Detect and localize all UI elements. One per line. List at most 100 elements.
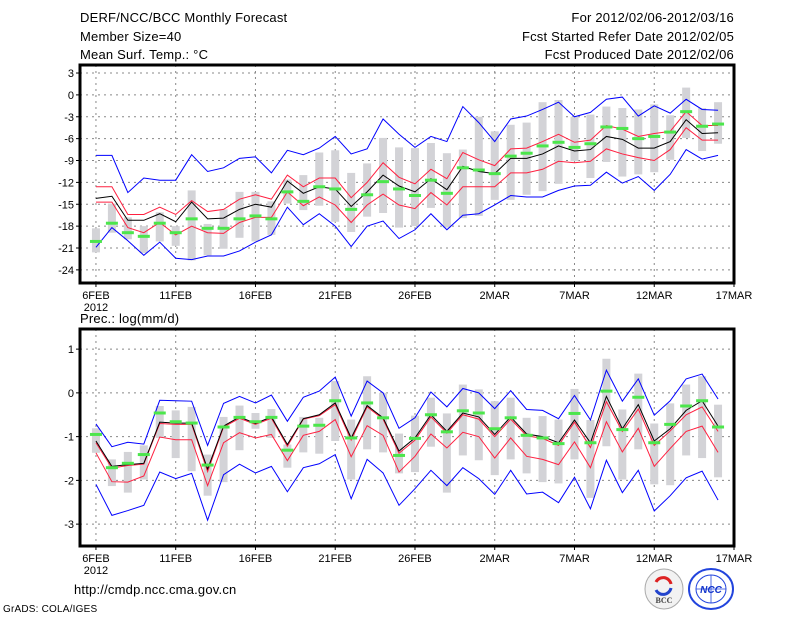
series-min-line [95, 148, 719, 261]
ensemble-box [123, 217, 132, 240]
y-tick-label: -6 [64, 134, 74, 146]
obs-marker [313, 185, 326, 189]
obs-marker [600, 389, 613, 393]
obs-marker [249, 420, 262, 424]
obs-marker [249, 214, 262, 218]
ensemble-box [107, 203, 116, 233]
obs-marker [456, 166, 469, 170]
obs-marker [233, 217, 246, 221]
obs-marker [105, 221, 118, 225]
obs-marker [504, 416, 517, 420]
obs-marker [568, 411, 581, 415]
bcc-logo: BCC [644, 568, 684, 610]
ensemble-box [171, 410, 180, 459]
ensemble-box [203, 454, 212, 496]
member-size: Member Size=40 [80, 29, 182, 44]
obs-marker [361, 193, 374, 197]
y-tick-label: -18 [58, 221, 74, 233]
ensemble-box [474, 389, 483, 461]
chart-temperature: 3 0 -3 -6 -9 -12 -15 -18 -21 -24 6FEB 11FEB 16FEB 21F… [58, 63, 753, 314]
start-date: Fcst Started Refer Date 2012/02/05 [521, 29, 734, 44]
y-tick-label: 3 [68, 68, 74, 80]
ensemble-box [187, 190, 196, 261]
x-tick-label: 26FEB [398, 553, 432, 565]
x-tick-label: 6FEB [82, 290, 110, 302]
ensemble-box [107, 459, 116, 487]
series-max-line [95, 96, 719, 194]
obs-marker [696, 124, 709, 128]
obs-marker [377, 416, 390, 420]
series-mean-line [95, 395, 719, 471]
y-tick-label: 0 [68, 90, 74, 102]
obs-marker [696, 399, 709, 403]
ensemble-box [634, 109, 643, 175]
chart-precipitation: 1 0 -1 -2 -3 6FEB 11FEB 16FEB 21FEB 26FEB 2MAR 7MAR… [64, 327, 753, 577]
ensemble-box [666, 115, 675, 160]
series-mean-line [95, 118, 719, 223]
ensemble-box [570, 116, 579, 162]
ensemble-box [426, 143, 435, 208]
series-min-line [95, 453, 719, 522]
obs-marker [329, 399, 342, 403]
ensemble-box [442, 413, 451, 493]
ensemble-box [187, 406, 196, 472]
ensemble-box [299, 175, 308, 211]
obs-marker [408, 436, 421, 440]
ensemble-box [618, 409, 627, 480]
ensemble-box [315, 417, 324, 454]
ensemble-box [698, 108, 707, 152]
obs-marker [169, 231, 182, 235]
y-tick-label: -1 [64, 432, 74, 444]
ensemble-box [714, 404, 723, 478]
obs-marker [345, 436, 358, 440]
grads-credit: GrADS: COLA/IGES [3, 604, 98, 615]
x-tick-label: 17MAR [716, 553, 753, 565]
variable-label: Mean Surf. Temp.: °C [80, 47, 209, 62]
ensemble-box [267, 409, 276, 438]
x-tick-label: 12MAR [636, 553, 673, 565]
obs-marker [137, 453, 150, 457]
ensemble-box [458, 149, 467, 219]
series-lower-line [95, 126, 719, 236]
ensemble-box [139, 226, 148, 254]
ensemble-box [442, 153, 451, 228]
obs-marker [520, 151, 533, 155]
website-url[interactable]: http://cmdp.ncc.cma.gov.cn [74, 582, 237, 597]
ensemble-box [538, 416, 547, 483]
ensemble-box [331, 150, 340, 222]
y-tick-label: -9 [64, 156, 74, 168]
ensemble-box [155, 212, 164, 242]
ensemble-box [506, 397, 515, 460]
forecast-period: For 2012/02/06-2012/03/16 [571, 10, 734, 25]
obs-marker [153, 411, 166, 415]
y-tick-label: -21 [58, 243, 74, 255]
ensemble-box [474, 116, 483, 216]
obs-marker [297, 199, 310, 203]
obs-marker [632, 137, 645, 141]
ensemble-box [347, 172, 356, 232]
obs-marker [504, 154, 517, 158]
obs-marker [552, 140, 565, 144]
series-max-line [95, 368, 719, 448]
obs-marker [680, 110, 693, 114]
ensemble-box [666, 403, 675, 486]
obs-marker [153, 221, 166, 225]
ensemble-box [650, 423, 659, 485]
x-tick-label: 17MAR [716, 290, 753, 302]
ensemble-box [698, 376, 707, 459]
ncc-logo-text: NCC [700, 585, 722, 596]
obs-marker [472, 411, 485, 415]
y-tick-label: -24 [58, 265, 74, 277]
obs-marker [233, 415, 246, 419]
obs-marker [217, 425, 230, 429]
precip-label: Prec.: log(mm/d) [80, 311, 180, 326]
y-tick-label: -15 [58, 199, 74, 211]
obs-marker [424, 413, 437, 417]
y-tick-label: -3 [64, 519, 74, 531]
ensemble-box [171, 226, 180, 246]
ensemble-box [426, 397, 435, 447]
obs-marker [393, 453, 406, 457]
obs-marker [377, 180, 390, 184]
obs-marker [408, 194, 421, 198]
obs-marker [552, 442, 565, 446]
